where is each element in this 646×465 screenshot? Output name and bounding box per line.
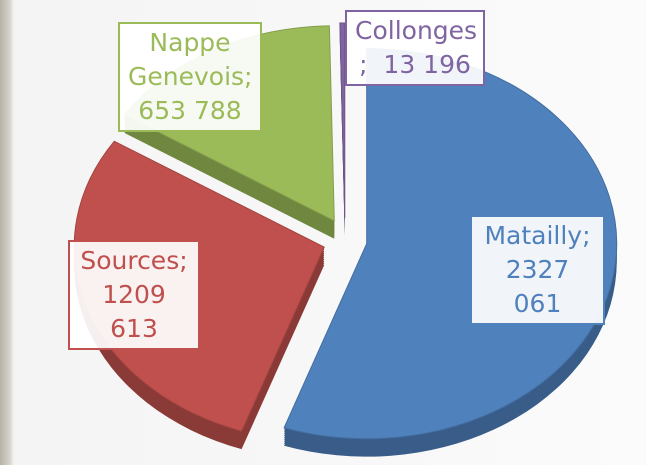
label-separator: ;: [179, 246, 188, 275]
data-label: Sources; 1209 613: [68, 240, 200, 350]
label-separator: ;: [359, 50, 368, 79]
data-label: Matailly; 2327 061: [470, 215, 605, 325]
label-separator: ;: [244, 62, 253, 91]
slice: [339, 22, 346, 219]
label-value: 13 196: [383, 50, 471, 79]
label-separator: ;: [582, 221, 591, 250]
label-category: Matailly: [484, 221, 583, 250]
data-label: Nappe Genevois; 653 788: [118, 22, 262, 132]
label-category: Nappe Genevois: [128, 28, 245, 91]
label-category: Sources: [80, 246, 180, 275]
slice: [283, 48, 618, 440]
label-value: 1209 613: [102, 280, 166, 343]
label-category: Collonges: [355, 16, 478, 45]
label-value: 653 788: [138, 96, 242, 125]
data-label: Collonges; 13 196: [345, 10, 485, 86]
label-value: 2327 061: [505, 255, 570, 318]
